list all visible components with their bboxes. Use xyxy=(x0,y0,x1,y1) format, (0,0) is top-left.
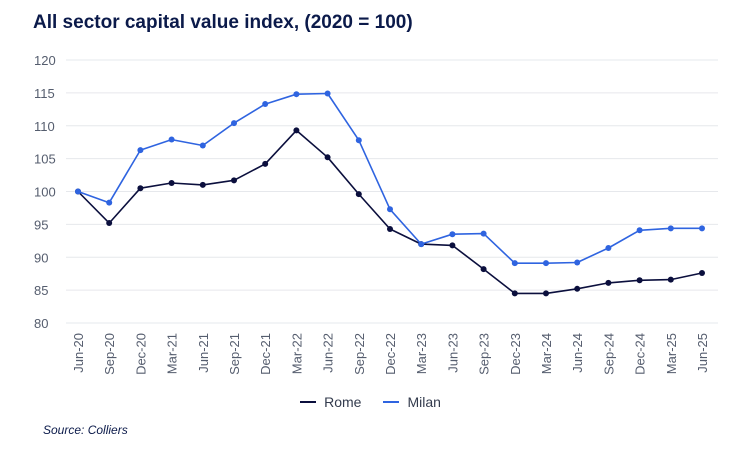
y-tick-label: 80 xyxy=(34,316,48,331)
x-tick-label: Mar-24 xyxy=(539,333,554,374)
y-tick-label: 100 xyxy=(34,185,56,200)
data-point-rome xyxy=(262,160,269,167)
x-tick-label: Sep-24 xyxy=(601,333,616,375)
y-tick-label: 110 xyxy=(34,119,55,134)
data-point-milan xyxy=(106,199,113,206)
data-point-milan xyxy=(231,120,237,127)
data-point-milan xyxy=(418,241,425,248)
data-point-milan xyxy=(636,227,643,234)
x-tick-label: Jun-23 xyxy=(445,333,460,373)
data-point-rome xyxy=(511,290,518,297)
x-tick-label: Mar-22 xyxy=(289,333,304,374)
chart-title: All sector capital value index, (2020 = … xyxy=(33,12,413,33)
data-point-rome xyxy=(574,285,581,292)
x-tick-label: Mar-21 xyxy=(165,333,180,374)
y-tick-label: 115 xyxy=(34,86,55,101)
line-chart: 80 85 90 95 100 105 110 115 120 Jun-20 Sep-20 Dec-2… xyxy=(34,53,718,375)
data-point-rome xyxy=(324,154,331,161)
legend-swatch-rome xyxy=(300,401,317,403)
x-tick-label: Jun-24 xyxy=(570,333,585,373)
data-point-rome xyxy=(199,181,206,188)
y-tick-label: 85 xyxy=(34,283,48,298)
x-tick-label: Dec-24 xyxy=(633,333,648,375)
data-point-rome xyxy=(543,290,549,297)
legend-label-milan: Milan xyxy=(407,394,441,410)
y-tick-label: 90 xyxy=(34,250,48,265)
x-tick-label: Sep-23 xyxy=(477,333,492,375)
legend: Rome Milan xyxy=(0,394,741,410)
data-point-rome xyxy=(480,266,487,273)
data-point-milan xyxy=(667,225,674,232)
data-point-milan xyxy=(574,259,581,266)
data-point-milan xyxy=(199,142,206,149)
data-point-milan xyxy=(355,137,362,144)
data-point-milan xyxy=(449,231,456,238)
data-point-rome xyxy=(605,279,612,286)
data-point-rome xyxy=(137,185,144,192)
data-point-milan xyxy=(262,101,269,108)
data-point-rome xyxy=(106,220,113,227)
x-tick-label: Dec-23 xyxy=(508,333,523,375)
data-point-milan xyxy=(605,245,612,252)
data-point-milan xyxy=(293,91,300,98)
y-tick-label: 120 xyxy=(34,53,56,68)
y-tick-label: 95 xyxy=(34,217,48,232)
data-point-milan xyxy=(511,260,518,267)
data-point-milan xyxy=(168,136,175,143)
legend-item-rome[interactable]: Rome xyxy=(300,394,361,410)
x-tick-label: Mar-23 xyxy=(414,333,429,374)
data-point-rome xyxy=(168,179,175,186)
legend-label-rome: Rome xyxy=(324,394,362,410)
source-note: Source: Colliers xyxy=(43,423,128,437)
data-point-milan xyxy=(480,230,487,237)
data-point-rome xyxy=(636,277,643,284)
legend-item-milan[interactable]: Milan xyxy=(383,394,441,410)
x-tick-label: Jun-25 xyxy=(695,333,710,373)
data-point-rome xyxy=(699,270,705,277)
legend-swatch-milan xyxy=(383,401,400,403)
x-tick-label: Dec-20 xyxy=(133,333,148,375)
data-point-milan xyxy=(699,225,705,232)
series-line-milan xyxy=(77,92,702,265)
x-tick-label: Sep-22 xyxy=(352,333,367,375)
data-point-rome xyxy=(355,191,362,198)
x-tick-label: Sep-21 xyxy=(227,333,242,375)
x-tick-label: Dec-22 xyxy=(383,333,398,375)
x-tick-label: Mar-25 xyxy=(664,333,679,374)
x-tick-label: Jun-20 xyxy=(71,333,86,373)
data-point-milan xyxy=(387,206,393,213)
data-point-milan xyxy=(543,260,549,267)
data-point-rome xyxy=(293,127,300,134)
data-point-rome xyxy=(231,177,237,184)
data-point-rome xyxy=(387,225,393,232)
data-point-milan xyxy=(324,90,331,97)
x-tick-label: Dec-21 xyxy=(258,333,273,375)
data-point-milan xyxy=(75,188,81,195)
y-tick-label: 105 xyxy=(34,152,56,167)
data-point-milan xyxy=(137,147,144,154)
x-tick-label: Jun-21 xyxy=(196,333,211,373)
x-tick-label: Jun-22 xyxy=(321,333,336,373)
data-point-rome xyxy=(449,242,456,249)
data-point-rome xyxy=(667,276,674,283)
x-tick-label: Sep-20 xyxy=(102,333,117,375)
